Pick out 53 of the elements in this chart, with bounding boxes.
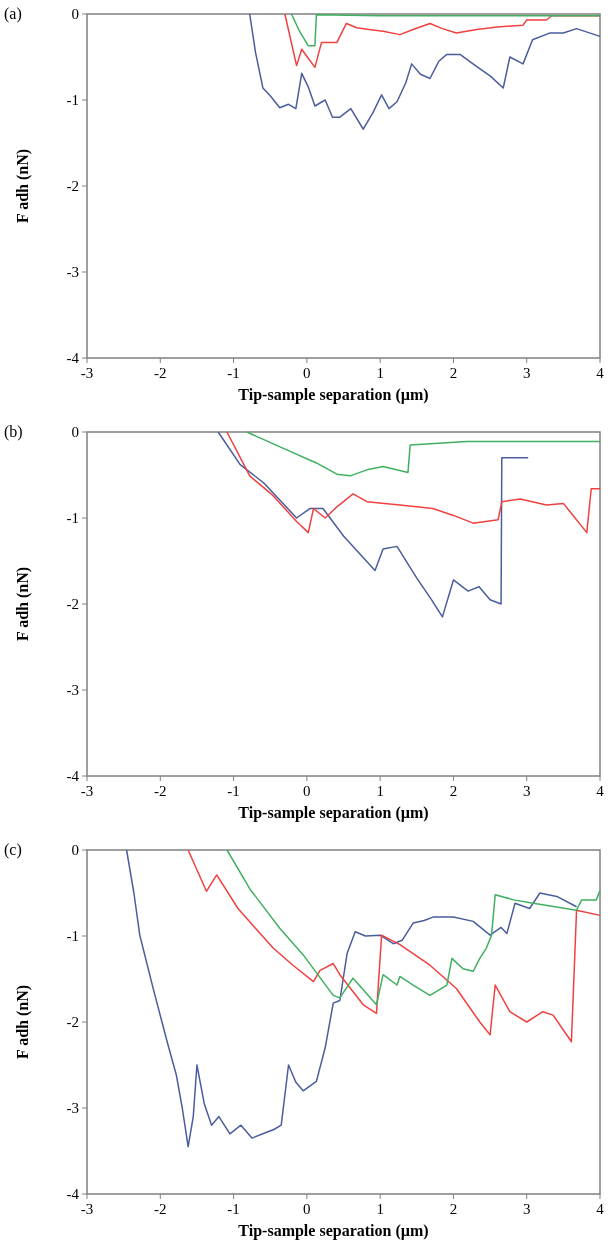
line-series	[248, 13, 601, 130]
y-tick-label: -4	[66, 768, 80, 784]
line-series	[217, 431, 529, 618]
y-axis-title: F adh (nN)	[14, 984, 32, 1060]
y-tick-label: -2	[66, 596, 79, 612]
x-tick-label: 1	[376, 1201, 384, 1217]
x-tick-label: 3	[522, 365, 531, 381]
x-tick-label: 2	[449, 783, 458, 799]
y-tick-label: 0	[71, 842, 79, 858]
x-axis-title: Tip-sample separation (µm)	[238, 1222, 429, 1240]
line-series	[226, 849, 601, 1006]
y-tick-label: -3	[66, 682, 79, 698]
y-tick-label: -2	[66, 1014, 79, 1030]
y-tick-label: 0	[71, 424, 79, 440]
x-tick-label: 4	[596, 783, 605, 799]
y-axis-title: F adh (nN)	[14, 148, 32, 224]
chart-title: (b)	[4, 423, 23, 441]
x-tick-label: 0	[303, 1201, 311, 1217]
y-tick-label: 0	[71, 6, 79, 22]
y-tick-label: -3	[66, 264, 79, 280]
y-tick-label: -1	[66, 510, 79, 526]
x-tick-label: -1	[227, 1201, 240, 1217]
line-series	[187, 849, 601, 1043]
x-tick-label: -2	[154, 783, 167, 799]
x-tick-label: 2	[449, 1201, 458, 1217]
line-series	[246, 431, 601, 477]
line-series	[290, 13, 601, 47]
x-tick-label: 0	[303, 365, 311, 381]
line-series	[226, 431, 601, 534]
x-tick-label: 4	[596, 365, 605, 381]
x-tick-label: -1	[227, 365, 240, 381]
y-tick-label: -1	[66, 92, 79, 108]
y-tick-label: -4	[66, 1186, 80, 1202]
x-tick-label: 3	[522, 783, 531, 799]
x-tick-label: 2	[449, 365, 458, 381]
x-tick-label: 3	[522, 1201, 531, 1217]
x-tick-label: -2	[154, 365, 167, 381]
chart-title: (c)	[4, 841, 22, 859]
x-axis-title: Tip-sample separation (µm)	[238, 804, 429, 822]
y-tick-label: -1	[66, 928, 79, 944]
x-tick-label: -1	[227, 783, 240, 799]
line-series	[125, 849, 578, 1148]
x-tick-label: 0	[303, 783, 311, 799]
x-tick-label: 4	[596, 1201, 605, 1217]
x-tick-label: -2	[154, 1201, 167, 1217]
x-tick-label: 1	[376, 783, 384, 799]
y-tick-label: -2	[66, 178, 79, 194]
y-axis-title: F adh (nN)	[14, 566, 32, 642]
y-tick-label: -3	[66, 1100, 79, 1116]
x-axis-title: Tip-sample separation (µm)	[238, 386, 429, 404]
chart-title: (a)	[4, 5, 22, 23]
y-tick-label: -4	[66, 350, 80, 366]
x-tick-label: 1	[376, 365, 384, 381]
